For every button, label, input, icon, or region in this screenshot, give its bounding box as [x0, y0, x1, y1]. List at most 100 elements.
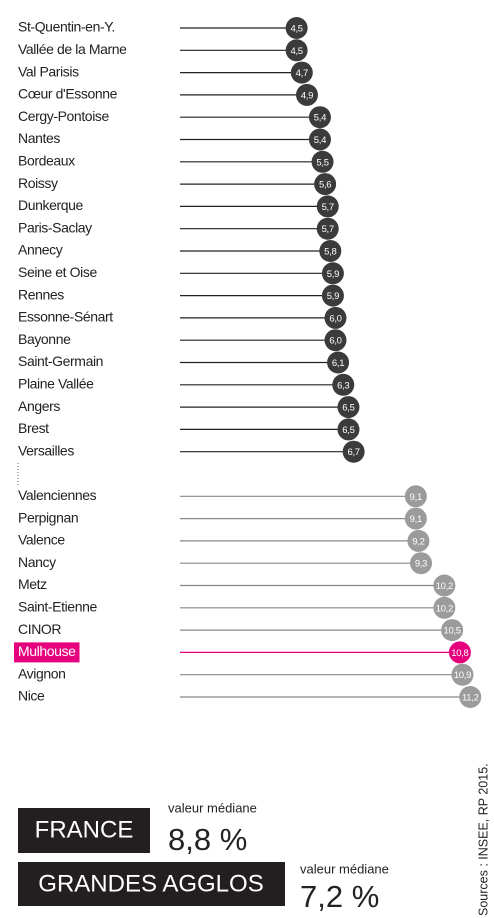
- value-label: 10,5: [443, 626, 460, 637]
- value-label: 6,3: [337, 380, 349, 391]
- dot: [451, 663, 474, 686]
- category-label: Valenciennes: [18, 487, 97, 503]
- category-label: Rennes: [18, 286, 64, 302]
- dot: [316, 195, 339, 218]
- dot: [459, 686, 482, 708]
- category-label: Nantes: [18, 130, 60, 146]
- dot: [327, 351, 350, 374]
- value-label: 4,9: [301, 90, 313, 101]
- dot: [337, 396, 360, 419]
- category-label: Metz: [18, 576, 47, 592]
- category-label: Nancy: [18, 554, 56, 570]
- value-label: 4,7: [296, 68, 308, 79]
- value-label: 5,7: [322, 224, 334, 235]
- category-label: Roissy: [18, 175, 58, 191]
- summary-caption: valeur médiane: [300, 861, 389, 876]
- dot: [448, 641, 471, 664]
- dot: [314, 173, 337, 196]
- category-label: Bayonne: [18, 331, 71, 347]
- dot: [433, 574, 456, 597]
- value-label: 6,0: [329, 313, 341, 324]
- category-label: Brest: [18, 420, 49, 436]
- dot: [321, 262, 344, 285]
- value-label: 5,9: [327, 269, 339, 280]
- summary-value: 7,2 %: [300, 879, 379, 914]
- dot: [407, 529, 430, 552]
- value-label: 6,0: [329, 336, 341, 347]
- category-label: Essonne-Sénart: [18, 309, 113, 325]
- category-label: Nice: [18, 688, 45, 704]
- category-label: Dunkerque: [18, 197, 84, 213]
- category-label: Angers: [18, 398, 60, 414]
- category-label: Avignon: [18, 665, 66, 681]
- value-label: 5,5: [316, 157, 328, 168]
- source: Sources : INSEE, RP 2015.: [476, 763, 490, 916]
- value-label: 6,1: [332, 358, 344, 369]
- category-label: Perpignan: [18, 509, 78, 525]
- value-label: 9,1: [410, 492, 422, 503]
- category-label: Plaine Vallée: [18, 376, 94, 392]
- value-label: 11,2: [462, 693, 479, 704]
- category-label: Bordeaux: [18, 153, 75, 169]
- value-label: 10,9: [454, 670, 471, 681]
- category-label: CINOR: [18, 621, 61, 637]
- dot: [316, 217, 339, 240]
- category-label: Annecy: [18, 242, 63, 258]
- dot: [404, 507, 427, 530]
- category-label: St-Quentin-en-Y.: [18, 19, 115, 35]
- value-label: 6,5: [342, 403, 354, 414]
- category-label: Mulhouse: [18, 643, 76, 659]
- value-label: 4,5: [290, 46, 302, 57]
- dot: [332, 373, 355, 396]
- value-label: 5,9: [327, 291, 339, 302]
- dot: [321, 284, 344, 307]
- category-label: Cergy-Pontoise: [18, 108, 110, 124]
- dot: [324, 329, 347, 352]
- category-label: Saint-Germain: [18, 353, 103, 369]
- dot: [290, 61, 313, 84]
- dot: [295, 83, 318, 106]
- category-label: Paris-Saclay: [18, 219, 92, 235]
- dot: [285, 17, 308, 39]
- dot: [319, 240, 342, 262]
- highlight-box: [14, 642, 80, 663]
- value-label: 4,5: [290, 24, 302, 35]
- dot: [308, 106, 331, 129]
- dot: [342, 440, 365, 463]
- value-label: 10,2: [436, 581, 453, 592]
- value-label: 5,8: [324, 247, 336, 258]
- category-label: Cœur d'Essonne: [18, 86, 118, 102]
- summary-box: [18, 862, 285, 906]
- summary-label: FRANCE: [35, 816, 134, 843]
- value-label: 9,3: [415, 559, 427, 570]
- value-label: 6,7: [347, 447, 359, 458]
- summary-label: GRANDES AGGLOS: [38, 870, 263, 897]
- value-label: 5,7: [322, 202, 334, 213]
- value-label: 6,5: [342, 425, 354, 436]
- category-label: Saint-Etienne: [18, 599, 97, 615]
- value-label: 9,2: [412, 536, 424, 547]
- summary-box: [18, 808, 150, 853]
- value-label: 10,2: [436, 603, 453, 614]
- summary-caption: valeur médiane: [168, 800, 257, 815]
- category-label: Seine et Oise: [18, 264, 97, 280]
- category-label: Valence: [18, 532, 65, 548]
- summary-value: 8,8 %: [168, 822, 247, 857]
- dot: [404, 485, 427, 508]
- dot: [433, 596, 456, 619]
- value-label: 5,6: [319, 180, 331, 191]
- value-label: 9,1: [410, 514, 422, 525]
- value-label: 10,8: [451, 648, 468, 659]
- dot: [285, 39, 308, 62]
- category-label: Versailles: [18, 442, 74, 458]
- dot: [311, 150, 334, 173]
- category-label: Vallée de la Marne: [18, 41, 127, 57]
- dot: [308, 128, 331, 151]
- dot: [410, 552, 433, 575]
- value-label: 5,4: [314, 113, 326, 124]
- dot: [337, 418, 360, 441]
- dot: [441, 619, 464, 642]
- category-label: Val Parisis: [18, 63, 79, 79]
- dot: [324, 306, 347, 329]
